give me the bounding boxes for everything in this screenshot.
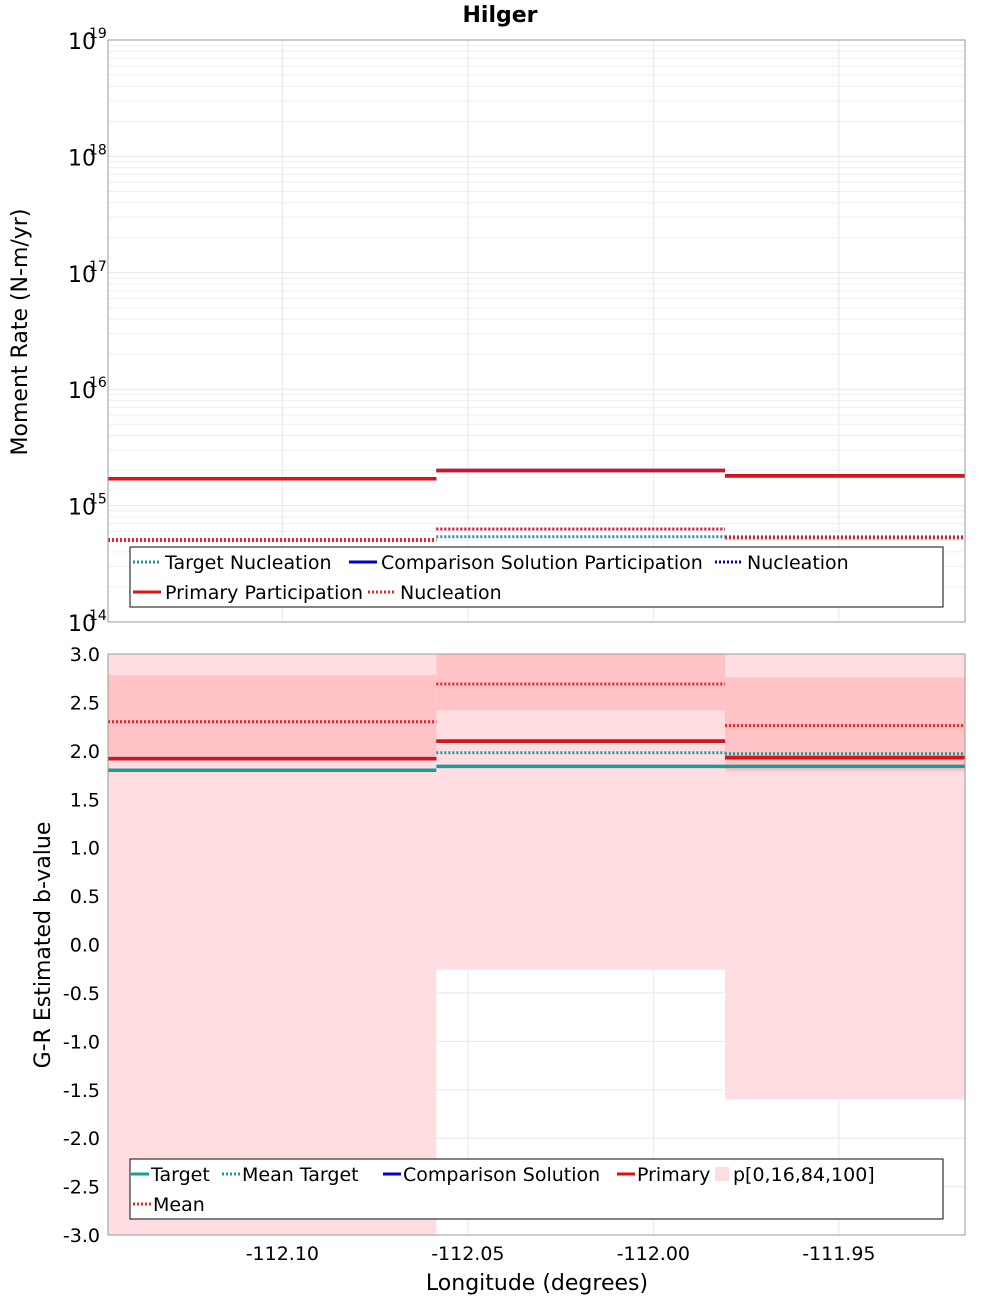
bottom-legend-label: Mean Target — [242, 1164, 359, 1186]
top-y-tick-exponent: 15 — [89, 492, 107, 508]
bottom-legend-label: p[0,16,84,100] — [733, 1164, 875, 1186]
top-legend-label: Comparison Solution Participation — [381, 552, 703, 574]
bottom-legend-label: Target — [150, 1164, 210, 1186]
bottom-y-tick-label: -1.5 — [63, 1080, 100, 1102]
bottom-y-axis-label: G-R Estimated b-value — [31, 822, 56, 1069]
top-legend-label: Nucleation — [747, 552, 849, 574]
bottom-panel: 3.0 2.5 2.0 1.5 1.0 0.5 0.0 -0.5 -1.0 -1.5 -2.0 -2.… — [63, 644, 966, 1265]
top-y-tick-exponent: 16 — [89, 375, 107, 391]
bottom-y-tick-label: -0.5 — [63, 983, 100, 1005]
top-y-tick-exponent: 14 — [89, 608, 107, 624]
bottom-y-tick-label: -2.0 — [63, 1128, 100, 1150]
top-y-tick-label: 10 — [68, 146, 96, 171]
top-plot-frame — [107, 39, 966, 623]
top-legend-box — [129, 546, 944, 608]
bottom-y-tick-label: -2.5 — [63, 1177, 100, 1199]
bottom-y-tick-label: -3.0 — [63, 1225, 100, 1247]
band-p16-p84 — [436, 654, 725, 711]
top-y-tick-exponent: 19 — [89, 26, 107, 42]
bottom-y-tick-label: 0.5 — [70, 886, 100, 908]
band-p16-p84 — [108, 675, 437, 756]
top-legend: Target Nucleation Comparison Solution Par… — [129, 546, 944, 608]
bottom-y-tick-label: 0.0 — [70, 935, 100, 957]
bottom-legend-label: Mean — [153, 1194, 205, 1216]
bottom-y-tick-label: 1.0 — [70, 838, 100, 860]
x-tick-label: -112.10 — [246, 1243, 319, 1265]
x-axis-label: Longitude (degrees) — [426, 1271, 648, 1296]
top-legend-label: Target Nucleation — [164, 552, 332, 574]
chart-title: Hilger — [462, 3, 537, 28]
x-tick-label: -112.05 — [431, 1243, 504, 1265]
bottom-legend-label: Primary — [637, 1164, 710, 1186]
top-y-tick-label: 10 — [68, 496, 96, 521]
x-tick-label: -112.00 — [617, 1243, 690, 1265]
bottom-y-tick-label: 2.0 — [70, 741, 100, 763]
top-y-tick-label: 10 — [68, 30, 96, 55]
bottom-legend-box — [129, 1158, 944, 1220]
bottom-legend-swatch — [715, 1167, 729, 1181]
bottom-y-tick-label: 3.0 — [70, 644, 100, 666]
bottom-y-tick-label: -1.0 — [63, 1031, 100, 1053]
top-y-tick-label: 10 — [68, 263, 96, 288]
top-y-tick-label: 10 — [68, 379, 96, 404]
bottom-legend: Target Mean Target Comparison Solution Prim… — [129, 1158, 944, 1220]
bottom-plot-frame — [107, 653, 966, 1236]
top-legend-label: Nucleation — [400, 582, 502, 604]
top-y-tick-exponent: 17 — [89, 259, 107, 275]
top-plot-area — [108, 40, 965, 622]
bottom-y-tick-label: 1.5 — [70, 789, 100, 811]
top-y-tick-exponent: 18 — [89, 142, 107, 158]
bottom-legend-label: Comparison Solution — [403, 1164, 600, 1186]
x-tick-label: -111.95 — [802, 1243, 875, 1265]
bottom-y-tick-label: 2.5 — [70, 692, 100, 714]
top-legend-label: Primary Participation — [165, 582, 363, 604]
top-y-axis-label: Moment Rate (N-m/yr) — [8, 209, 33, 456]
top-y-tick-label: 10 — [68, 612, 96, 637]
